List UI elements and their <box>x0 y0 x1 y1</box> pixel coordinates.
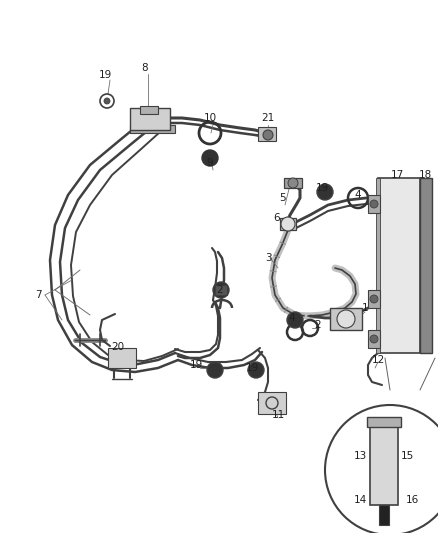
Text: 19: 19 <box>315 183 328 193</box>
Circle shape <box>263 130 273 140</box>
Circle shape <box>104 98 110 104</box>
Circle shape <box>287 312 303 328</box>
Text: 2: 2 <box>314 320 321 330</box>
Text: 3: 3 <box>265 253 271 263</box>
Text: 11: 11 <box>272 410 285 420</box>
Circle shape <box>370 295 378 303</box>
Bar <box>258 392 286 414</box>
Bar <box>130 125 175 133</box>
Bar <box>215 285 227 295</box>
Bar <box>379 505 389 525</box>
Circle shape <box>213 282 229 298</box>
Text: 15: 15 <box>400 451 413 461</box>
Circle shape <box>370 335 378 343</box>
Text: 13: 13 <box>353 451 367 461</box>
Bar <box>280 218 296 230</box>
Text: 10: 10 <box>203 113 216 123</box>
Text: 7: 7 <box>35 290 41 300</box>
Circle shape <box>207 362 223 378</box>
Circle shape <box>370 200 378 208</box>
Text: 18: 18 <box>418 170 431 180</box>
Circle shape <box>202 150 218 166</box>
Text: 4: 4 <box>289 313 295 323</box>
Bar <box>140 106 158 114</box>
Bar <box>108 348 136 368</box>
Text: 5: 5 <box>280 193 286 203</box>
Text: 6: 6 <box>274 213 280 223</box>
Text: 21: 21 <box>261 113 275 123</box>
Bar <box>370 425 398 505</box>
Circle shape <box>325 405 438 533</box>
Text: 17: 17 <box>390 170 404 180</box>
Text: 16: 16 <box>406 495 419 505</box>
Text: 1: 1 <box>362 303 368 313</box>
Bar <box>368 290 380 308</box>
Text: 14: 14 <box>353 495 367 505</box>
Bar <box>367 417 401 427</box>
Circle shape <box>337 310 355 328</box>
Bar <box>130 108 170 130</box>
Bar <box>376 178 380 353</box>
Bar <box>368 330 380 348</box>
Bar <box>378 178 420 353</box>
Bar <box>368 195 380 213</box>
Circle shape <box>281 217 295 231</box>
Text: 4: 4 <box>355 190 361 200</box>
Text: 20: 20 <box>111 342 124 352</box>
Text: 19: 19 <box>189 360 203 370</box>
Bar <box>258 127 276 141</box>
Text: 8: 8 <box>141 63 148 73</box>
Text: 9: 9 <box>207 158 213 168</box>
Text: 2: 2 <box>217 285 223 295</box>
Bar <box>420 178 432 353</box>
Circle shape <box>248 362 264 378</box>
Text: 19: 19 <box>99 70 112 80</box>
Text: 19: 19 <box>245 363 258 373</box>
Circle shape <box>288 178 298 188</box>
Bar <box>284 178 302 188</box>
Text: 12: 12 <box>371 355 385 365</box>
Circle shape <box>317 184 333 200</box>
Bar <box>330 308 362 330</box>
